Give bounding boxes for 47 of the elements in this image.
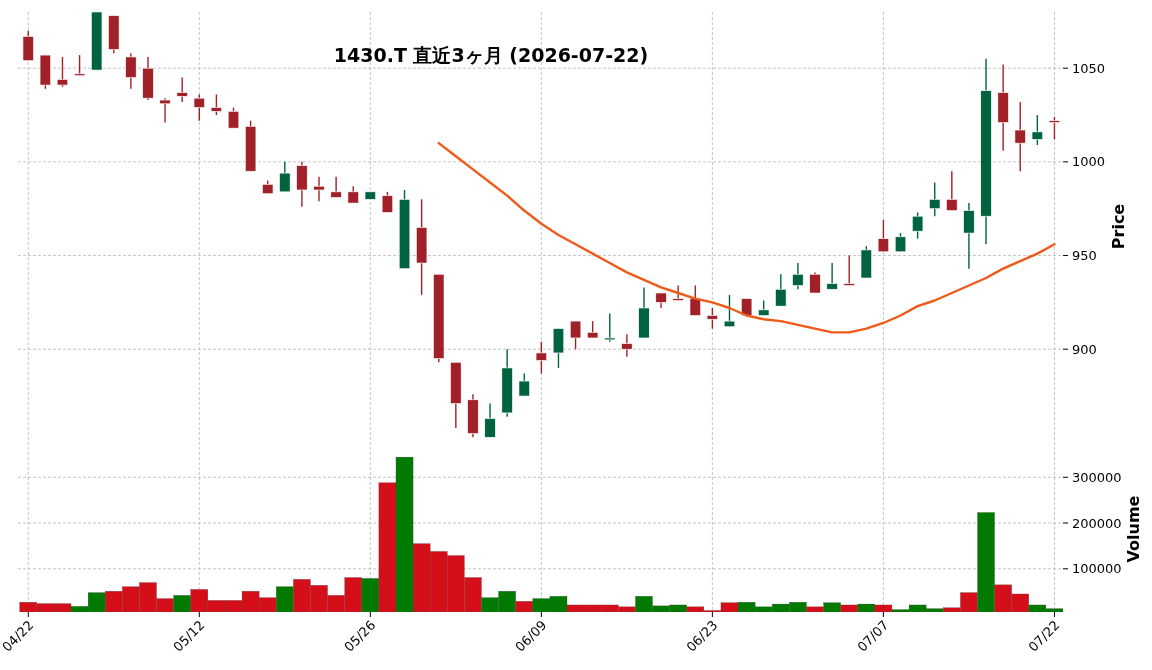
- candlestick: [313, 176, 325, 202]
- candlestick: [279, 161, 291, 193]
- y-axis-title: Volume: [1124, 495, 1143, 563]
- candlestick: [73, 54, 86, 77]
- line-series: [437, 141, 1056, 334]
- y-axis-title: Price: [1109, 203, 1128, 250]
- candlestick: [569, 320, 582, 350]
- candlestick: [723, 294, 736, 328]
- y-tick-label: 100000: [1072, 561, 1122, 577]
- candlestick: [484, 402, 496, 438]
- candlestick: [706, 307, 718, 330]
- candlestick: [946, 170, 958, 212]
- candlestick: [689, 284, 701, 317]
- candlestick: [176, 76, 188, 103]
- candlestick: [381, 191, 394, 214]
- candlestick: [809, 271, 821, 294]
- y-tick-label: 200000: [1072, 515, 1122, 531]
- candlestick: [894, 232, 907, 253]
- y-tick-label: 1050: [1072, 60, 1106, 76]
- candlestick: [604, 312, 616, 343]
- candlestick: [159, 97, 171, 124]
- candlestick: [1014, 101, 1026, 172]
- y-tick-label: 300000: [1072, 469, 1122, 485]
- candlestick: [877, 219, 890, 253]
- candlestick: [912, 211, 924, 240]
- candlestick: [125, 52, 137, 90]
- candlestick: [963, 202, 975, 270]
- candlestick: [210, 93, 222, 116]
- text: 1430.T 直近3ヶ月 (2026-07-22): [333, 44, 649, 66]
- candlestick: [929, 181, 941, 217]
- candlestick: [56, 56, 69, 88]
- candlestick: [518, 372, 530, 397]
- candlestick: [330, 176, 342, 199]
- y-tick-label: 1000: [1072, 154, 1106, 170]
- candlestick: [843, 254, 855, 287]
- candlestick: [1048, 116, 1061, 141]
- y-tick-label: 950: [1072, 248, 1097, 264]
- candlestick: [227, 106, 240, 129]
- y-tick-label: 900: [1072, 341, 1097, 357]
- candlestick: [792, 262, 804, 290]
- candlestick: [193, 93, 205, 122]
- candlestick: [621, 333, 633, 358]
- candlestick: [1031, 114, 1043, 146]
- candlestick: [672, 284, 684, 302]
- candlestick: [826, 262, 838, 290]
- candlestick: [775, 273, 787, 307]
- candlestick: [535, 341, 547, 375]
